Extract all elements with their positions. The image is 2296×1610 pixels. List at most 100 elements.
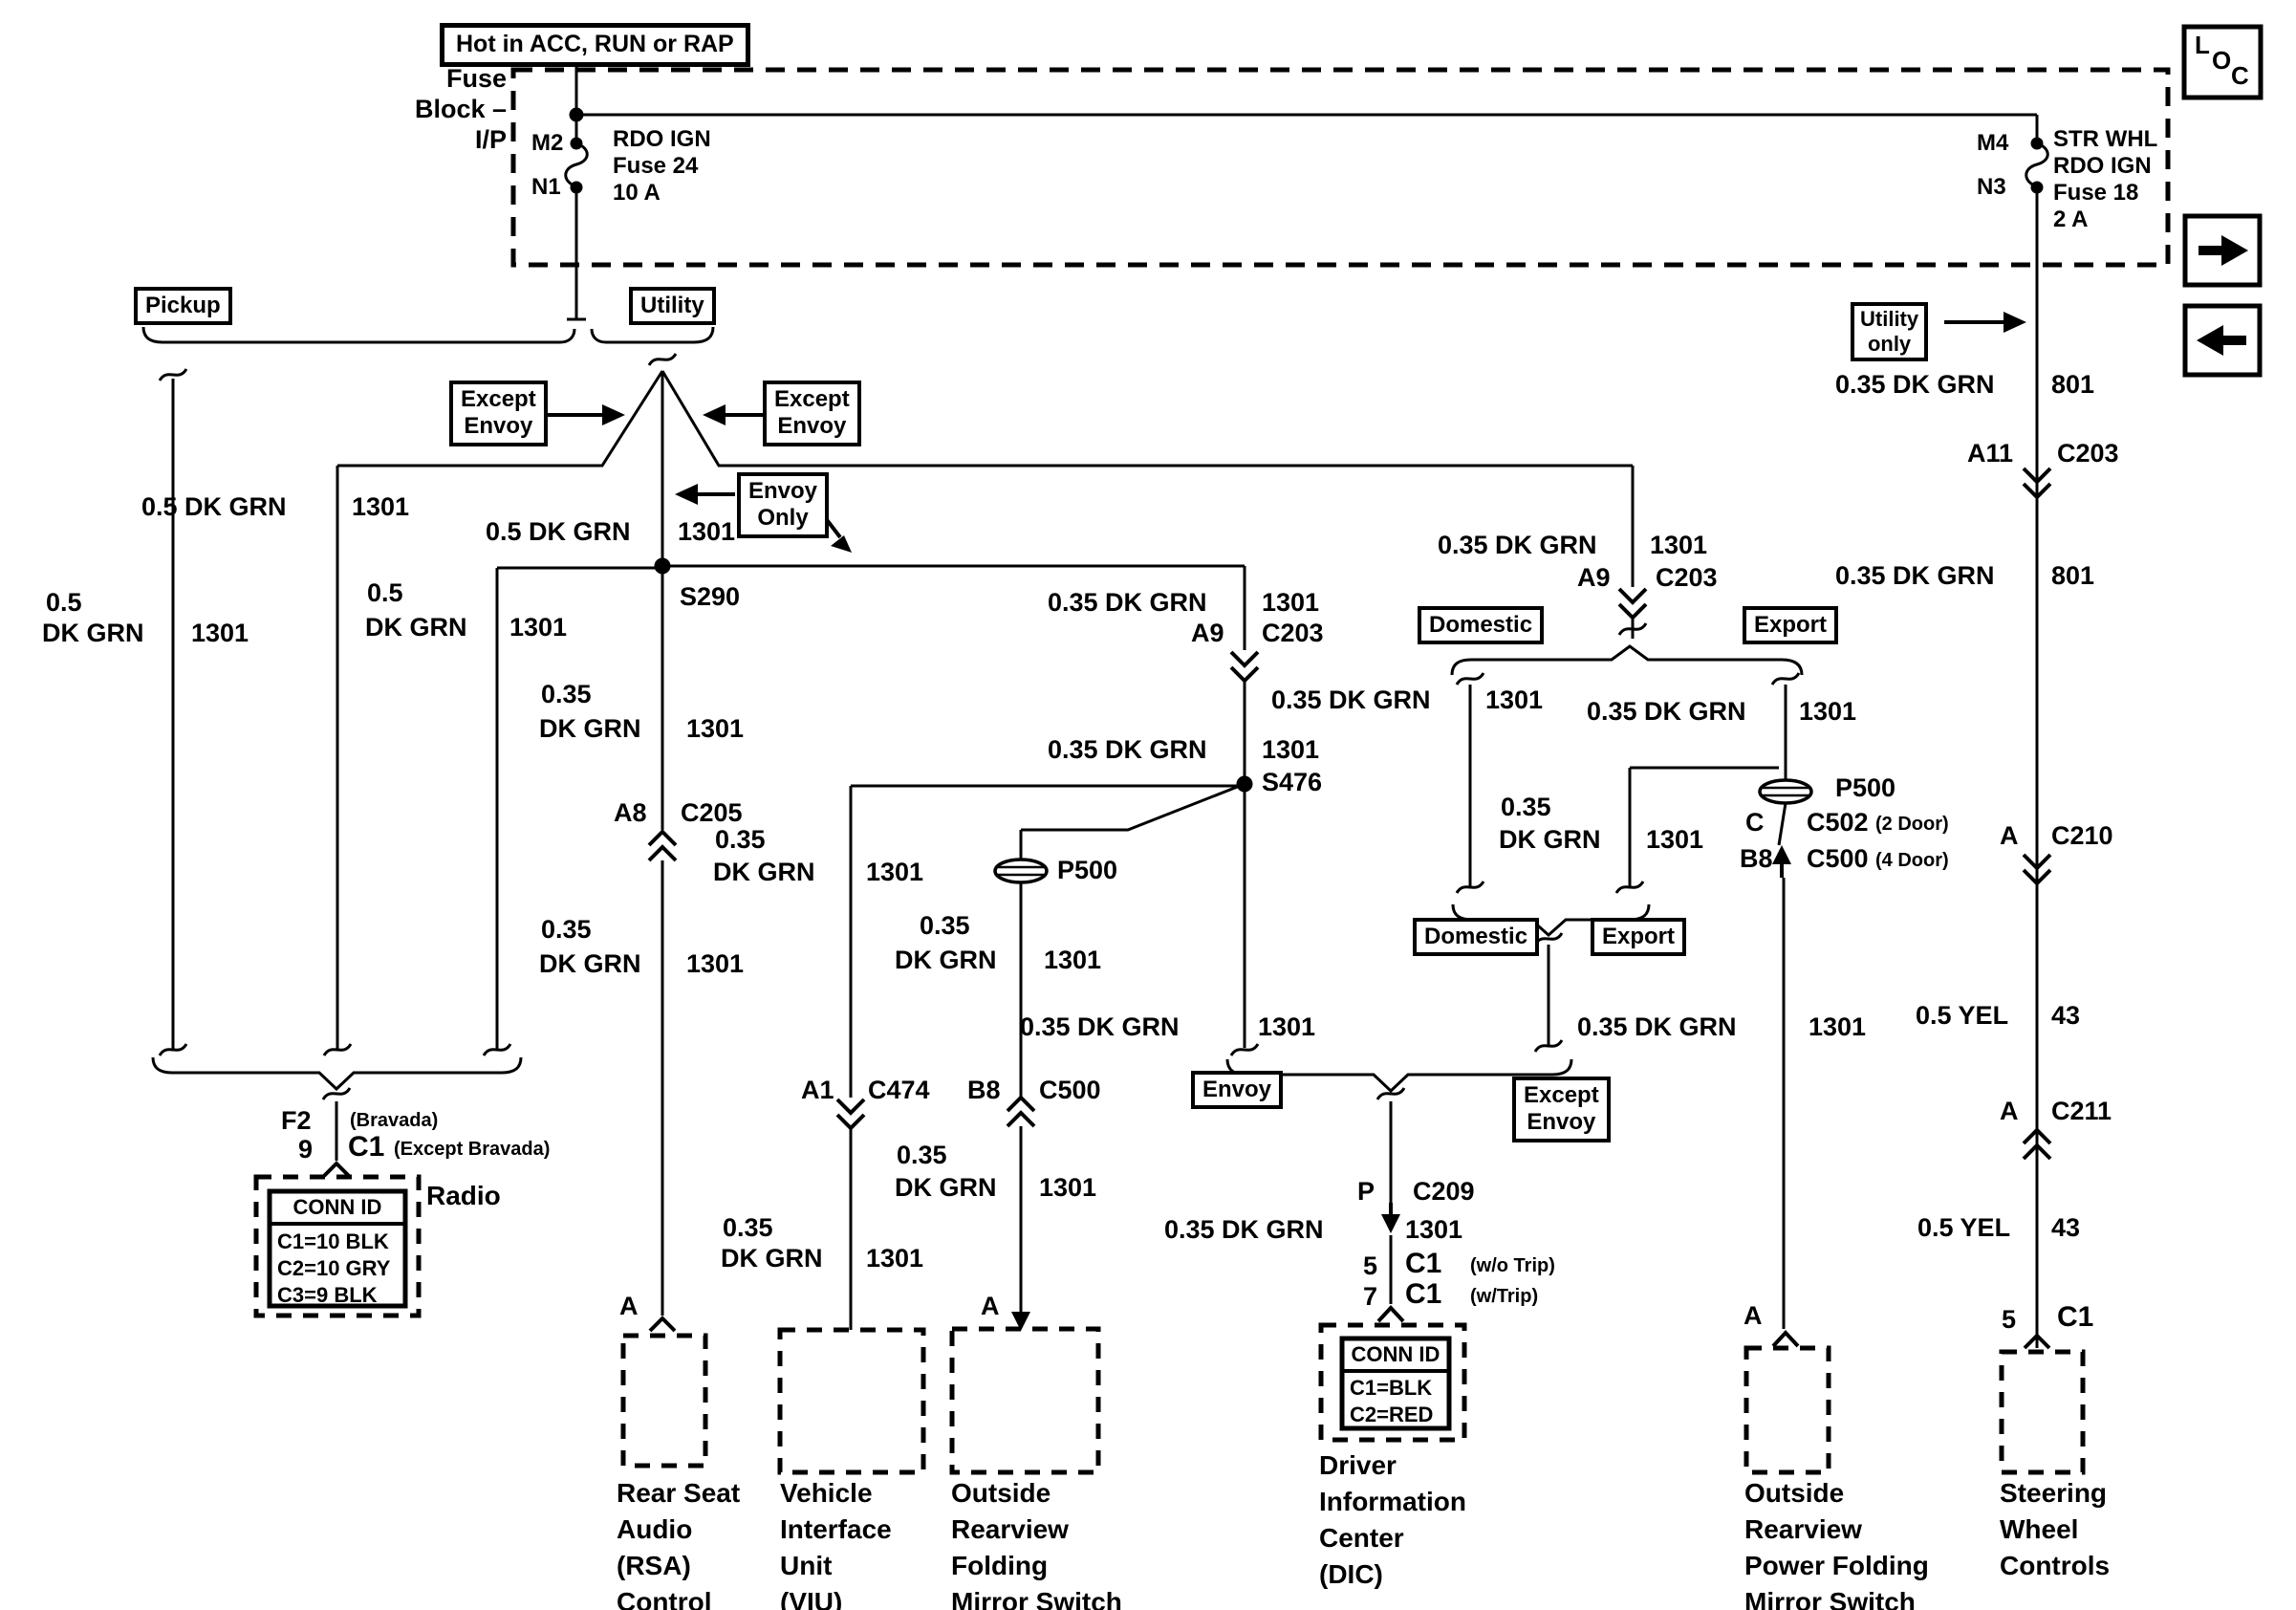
pin-a: A [2000,1097,2019,1125]
connector-c500: C500 [1039,1076,1101,1104]
fuse-block-label: Fuse Block – I/P [414,64,507,154]
pin-c: C [1745,808,1765,837]
pin-a1: A1 [801,1076,834,1104]
wire-color: DK GRN [721,1244,823,1273]
radio-merge-brace [151,1056,523,1092]
wire-circuit: 1301 [1405,1215,1463,1244]
wire-gauge: 0.35 [541,680,592,708]
orpfms-box [1744,1345,1831,1475]
connector-c211: C211 [2051,1097,2112,1125]
wire-circuit: 1301 [1485,685,1544,714]
qualifier-w-trip: (w/Trip) [1470,1286,1539,1307]
wire-gauge: 0.35 [920,911,970,940]
dic-conn-rows: C1=BLK C2=RED [1350,1376,1434,1426]
wire-color: DK GRN [42,619,144,647]
wire-color: 0.35 DK GRN [1577,1012,1737,1041]
pin-f2: F2 [281,1106,312,1135]
wire-circuit: 1301 [686,949,745,978]
wire-color: DK GRN [539,949,641,978]
dic-conn-header: CONN ID [1351,1342,1440,1366]
wire-gauge: 0.35 [723,1213,773,1242]
domestic-export-brace [1450,644,1804,676]
wire-circuit: 1301 [1039,1173,1097,1202]
wire-circuit: 801 [2051,561,2095,590]
loc-letter-l: L [2195,31,2210,59]
pin-5: 5 [1363,1251,1378,1280]
wire-color: DK GRN [1499,825,1601,854]
merge-brace-2 [1451,903,1651,938]
wire-color: DK GRN [539,714,641,743]
wire-color: DK GRN [895,1173,997,1202]
wire-circuit: 1301 [686,714,745,743]
connector-c203: C203 [1262,619,1324,647]
wire-circuit: 1301 [1044,946,1102,974]
splice-p500-label: P500 [1835,773,1896,802]
wire-circuit: 801 [2051,370,2095,399]
qualifier-except-bravada: (Except Bravada) [394,1139,551,1160]
radio-conn-rows: C1=10 BLK C2=10 GRY C3=9 BLK [277,1229,391,1307]
connector-c205: C205 [681,798,743,827]
pin-a9: A9 [1191,619,1224,647]
callout-envoy-only: Envoy Only [737,472,830,538]
wire-gauge: 0.35 [541,915,592,944]
terminal-n1: N1 [531,174,561,200]
wire-color: 0.35 DK GRN [1271,685,1431,714]
wire-circuit: 1301 [352,492,410,521]
wire-color: DK GRN [365,613,467,642]
callout-utility: Utility [629,287,716,326]
connector-c500: C500 [1807,844,1869,873]
callout-export-1: Export [1743,606,1839,645]
wire-circuit: 1301 [1650,531,1708,559]
forward-arrow-icon[interactable] [2199,235,2248,266]
fuse-24-element [564,141,589,188]
pin-9: 9 [298,1135,314,1164]
pass-through-p500-right [1758,778,1813,805]
wire-circuit: 43 [2051,1213,2081,1242]
pin-a: A [1744,1301,1763,1330]
wire-color: 0.35 DK GRN [1048,735,1207,764]
pass-through-p500-left [993,858,1049,884]
wire-circuit: 1301 [678,517,736,546]
component-orpfms-label: Outside Rearview Power Folding Mirror Sw… [1744,1478,1929,1610]
wire-color: 0.35 DK GRN [1835,561,1995,590]
wire-circuit: 1301 [1262,588,1320,617]
wire-circuit: 1301 [509,613,568,642]
pin-a9: A9 [1577,563,1611,592]
pin-b8: B8 [1740,844,1773,873]
wire-color: 0.35 DK GRN [1835,370,1995,399]
viu-box [777,1327,926,1475]
component-orfms-label: Outside Rearview Folding Mirror Switch [951,1478,1122,1610]
splice-s476-label: S476 [1262,768,1323,796]
pin-a8: A8 [614,798,647,827]
connector-c203: C203 [2057,439,2119,468]
forward-box-outline [2182,213,2263,288]
dic-box [1318,1322,1467,1443]
wire-circuit: 1301 [191,619,249,647]
callout-export-2: Export [1591,918,1687,957]
wire-circuit: 1301 [1262,735,1320,764]
pin-p: P [1357,1177,1375,1206]
wire-gauge: 0.5 [367,578,403,607]
wire-circuit: 1301 [1799,697,1857,726]
fuse-24-label: RDO IGN Fuse 24 10 A [613,126,711,206]
wire-color: DK GRN [895,946,997,974]
power-source-banner: Hot in ACC, RUN or RAP [440,23,750,67]
wire-color: 0.35 DK GRN [1020,1012,1180,1041]
callout-except-envoy-1: Except Envoy [449,381,548,446]
pin-a: A [619,1292,639,1320]
wire-gauge: 0.35 [897,1141,947,1169]
loc-box-outline [2181,24,2264,100]
connector-c209: C209 [1413,1177,1475,1206]
wire-color: 0.5 DK GRN [141,492,287,521]
radio-box [253,1174,422,1318]
back-arrow-icon[interactable] [2197,325,2246,356]
radio-conn-header: CONN ID [292,1195,382,1219]
terminal-m2: M2 [531,130,564,156]
wire-color: 0.35 DK GRN [1438,531,1597,559]
qualifier-2door: (2 Door) [1875,814,1949,835]
pin-a: A [2000,821,2019,850]
pin-5: 5 [2002,1305,2017,1334]
qualifier-wo-trip: (w/o Trip) [1470,1255,1555,1276]
terminal-n3: N3 [1977,174,2006,200]
